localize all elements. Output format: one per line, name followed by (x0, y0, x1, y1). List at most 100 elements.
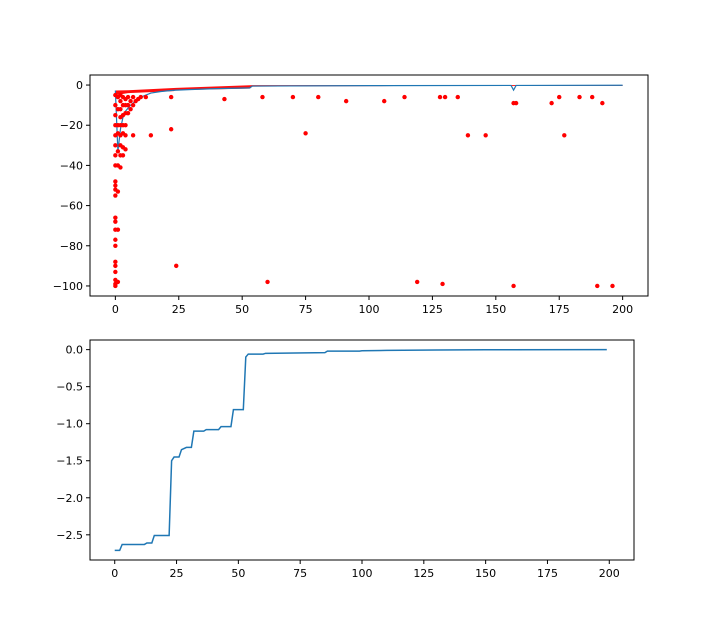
scatter-point (440, 281, 445, 287)
scatter-point (168, 94, 174, 100)
x-tick-label: 50 (235, 303, 249, 316)
scatter-point (600, 100, 605, 106)
scatter-point (113, 259, 118, 265)
x-tick-label: 75 (299, 303, 313, 316)
scatter-point (483, 133, 488, 138)
axes-frame (89, 74, 649, 297)
x-tick-label: 200 (599, 567, 620, 580)
top-scatter-plot: 0 25 50 75 100 125 150 175 200 0 −20 −40 −60 −80 −100 (53, 74, 649, 316)
scatter-point (125, 110, 131, 116)
scatter-point (113, 263, 118, 269)
x-tick-label: 25 (170, 567, 184, 580)
scatter-point (174, 263, 179, 269)
x-tick-label: 175 (537, 567, 558, 580)
scatter-point (265, 279, 270, 285)
dense-points-band (115, 85, 623, 96)
scatter-point (513, 100, 519, 106)
scatter-point (118, 106, 123, 112)
x-tick-label: 50 (231, 567, 245, 580)
y-tick-label: 0 (76, 79, 83, 92)
scatter-point (455, 94, 460, 100)
scatter-point (113, 183, 118, 188)
y-tick-label: −1.5 (56, 455, 83, 468)
scatter-point (442, 94, 448, 100)
scatter-point (316, 94, 321, 100)
x-tick-label: 0 (111, 567, 118, 580)
scatter-point (118, 165, 123, 170)
scatter-point (610, 283, 615, 289)
y-tick-label: −100 (53, 280, 83, 293)
scatter-point (437, 94, 443, 100)
y-tick-label: −2.5 (56, 529, 83, 542)
scatter-point (590, 94, 595, 100)
scatter-point (113, 243, 118, 248)
scatter-point (120, 153, 126, 158)
scatter-point (118, 98, 123, 104)
scatter-point (562, 133, 567, 138)
x-tick-label: 175 (549, 303, 570, 316)
x-tick-label: 75 (293, 567, 307, 580)
x-tick-label: 150 (485, 303, 506, 316)
y-tick-label: −80 (60, 240, 83, 253)
scatter-point (115, 149, 121, 154)
scatter-point (113, 237, 118, 242)
scatter-point (168, 127, 174, 132)
scatter-point (113, 193, 118, 198)
scatter-point (595, 283, 600, 289)
scatter-point (130, 102, 136, 108)
y-tick-label: −60 (60, 200, 83, 213)
scatter-point (303, 131, 308, 136)
scatter-point (113, 219, 118, 224)
scatter-point (465, 133, 471, 138)
axes-frame (89, 339, 635, 561)
x-tick-label: 100 (352, 567, 373, 580)
scatter-point (113, 153, 118, 158)
scatter-point (125, 102, 131, 108)
scatter-point (402, 94, 407, 100)
scatter-point (222, 96, 227, 102)
scatter-point (123, 133, 128, 138)
x-tick-label: 100 (359, 303, 380, 316)
scatter-point (113, 112, 118, 118)
scatter-point (113, 143, 118, 148)
y-tick-label: −1.0 (56, 418, 83, 431)
scatter-point (115, 279, 121, 285)
scatter-point (128, 98, 133, 104)
scatter-point (260, 94, 265, 100)
x-tick-label: 125 (413, 567, 434, 580)
y-tick-label: −40 (60, 159, 83, 172)
scatter-point (123, 147, 128, 152)
scatter-point (125, 94, 131, 100)
y-tick-label: 0.0 (66, 344, 84, 357)
scatter-point (382, 98, 387, 104)
x-tick-label: 25 (172, 303, 186, 316)
scatter-point (414, 279, 420, 285)
scatter-point (130, 133, 136, 138)
scatter-point (113, 179, 118, 184)
scatter-point (557, 94, 562, 100)
scatter-point (113, 102, 118, 108)
x-tick-label: 125 (422, 303, 443, 316)
scatter-point (128, 106, 133, 112)
scatter-point (343, 98, 349, 104)
scatter-point (138, 94, 143, 100)
scatter-point (577, 94, 582, 100)
scatter-point (113, 269, 118, 275)
series-line (114, 348, 607, 552)
x-tick-label: 0 (112, 303, 119, 316)
scatter-point (143, 94, 148, 100)
y-tick-label: −2.0 (56, 492, 83, 505)
scatter-point (148, 133, 154, 138)
scatter-point (115, 227, 121, 232)
scatter-point (115, 189, 121, 194)
scatter-point (290, 94, 296, 100)
x-tick-label: 150 (475, 567, 496, 580)
scatter-point (511, 283, 516, 289)
bottom-line-plot: 0 25 50 75 100 125 150 175 200 0.0 −0.5 −1.0 −1.5 −2.… (56, 339, 635, 580)
y-tick-label: −20 (60, 119, 83, 132)
x-tick-label: 200 (612, 303, 633, 316)
scatter-point (549, 100, 554, 106)
scatter-point (113, 215, 118, 220)
scatter-point (130, 94, 136, 100)
